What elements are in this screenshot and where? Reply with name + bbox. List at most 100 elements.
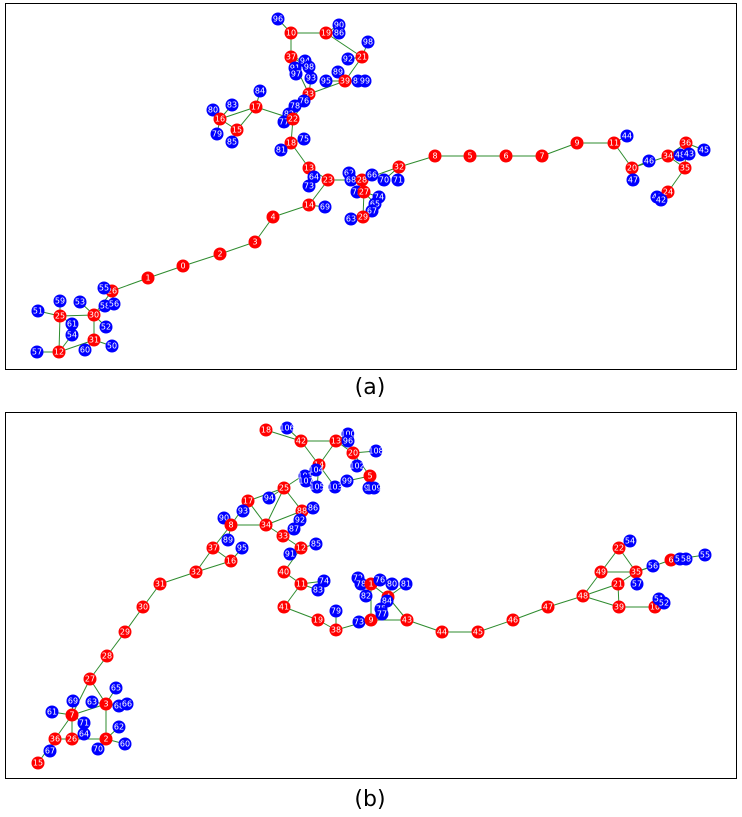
node-label: 103	[327, 483, 342, 492]
node-label: 16	[215, 115, 225, 124]
node-label: 85	[311, 540, 321, 549]
node	[53, 309, 67, 323]
node-label: 62	[344, 169, 354, 178]
node	[294, 541, 308, 555]
node-label: 52	[101, 323, 111, 332]
node	[344, 173, 358, 187]
node	[329, 604, 343, 618]
node-label: 61	[67, 320, 77, 329]
node-label: 26	[67, 735, 77, 744]
node-label: 88	[297, 507, 307, 516]
node	[400, 613, 414, 627]
node-label: 84	[382, 597, 392, 606]
node-label: 76	[375, 576, 385, 585]
node-label: 33	[304, 90, 314, 99]
node-label: 23	[323, 176, 333, 185]
node	[661, 149, 675, 163]
node	[78, 343, 92, 357]
node	[77, 716, 91, 730]
node	[329, 623, 343, 637]
node-label: 5	[367, 472, 372, 481]
node-label: 44	[437, 628, 447, 637]
node-label: 60	[120, 740, 130, 749]
node	[698, 548, 712, 562]
node	[679, 552, 693, 566]
node	[623, 534, 637, 548]
node	[31, 756, 45, 770]
node	[576, 589, 590, 603]
node	[65, 317, 79, 331]
node-label: 22	[614, 544, 624, 553]
node	[85, 695, 99, 709]
node	[299, 474, 313, 488]
node-label: 17	[251, 103, 261, 112]
node-label: 70	[93, 745, 103, 754]
node	[99, 320, 113, 334]
node-label: 27	[359, 188, 369, 197]
node	[304, 71, 318, 85]
node-label: 8	[432, 152, 437, 161]
node-label: 29	[120, 628, 130, 637]
node	[262, 491, 276, 505]
node-label: 6	[503, 152, 508, 161]
panel-frame	[5, 3, 737, 370]
node-label: 68	[114, 702, 124, 711]
node-label: 73	[304, 182, 314, 191]
node	[399, 577, 413, 591]
node	[302, 198, 316, 212]
node-label: 57	[32, 348, 42, 357]
node-label: 10	[650, 603, 660, 612]
node	[338, 74, 352, 88]
node-label: 67	[45, 747, 55, 756]
node-label: 89	[223, 536, 233, 545]
node-label: 99	[342, 477, 352, 486]
node-label: 47	[628, 176, 638, 185]
node-label: 48	[675, 151, 685, 160]
caption: (a)	[355, 375, 386, 400]
node-label: 95	[237, 544, 247, 553]
node-label: 54	[625, 537, 635, 546]
node-label: 15	[33, 759, 43, 768]
node-label: 65	[111, 684, 121, 693]
node	[280, 421, 294, 435]
node	[499, 149, 513, 163]
node-label: 36	[50, 735, 60, 744]
node	[91, 742, 105, 756]
node	[306, 501, 320, 515]
node-label: 53	[75, 298, 85, 307]
node	[340, 474, 354, 488]
node	[236, 504, 250, 518]
node	[100, 649, 114, 663]
node	[30, 345, 44, 359]
node-label: 42	[296, 437, 306, 446]
node	[248, 235, 262, 249]
caption: (b)	[354, 787, 385, 812]
node	[53, 294, 67, 308]
node-label: 30	[89, 311, 99, 320]
node	[225, 135, 239, 149]
node	[377, 173, 391, 187]
node-label: 87	[289, 525, 299, 534]
node-label: 28	[357, 176, 367, 185]
node-label: 1	[145, 274, 150, 283]
node-label: 94	[300, 57, 310, 66]
node-label: 109	[366, 484, 381, 493]
node-label: 30	[138, 603, 148, 612]
node	[319, 26, 333, 40]
node	[112, 720, 126, 734]
node	[678, 161, 692, 175]
node	[594, 565, 608, 579]
node-label: 102	[349, 462, 364, 471]
node	[344, 212, 358, 226]
node-label: 9	[574, 139, 579, 148]
node-label: 9	[368, 616, 373, 625]
node	[629, 565, 643, 579]
node-label: 46	[644, 157, 654, 166]
node	[31, 304, 45, 318]
node-label: 8	[228, 521, 233, 530]
node-label: 63	[346, 215, 356, 224]
node	[294, 577, 308, 591]
node	[355, 173, 369, 187]
node-label: 36	[681, 139, 691, 148]
